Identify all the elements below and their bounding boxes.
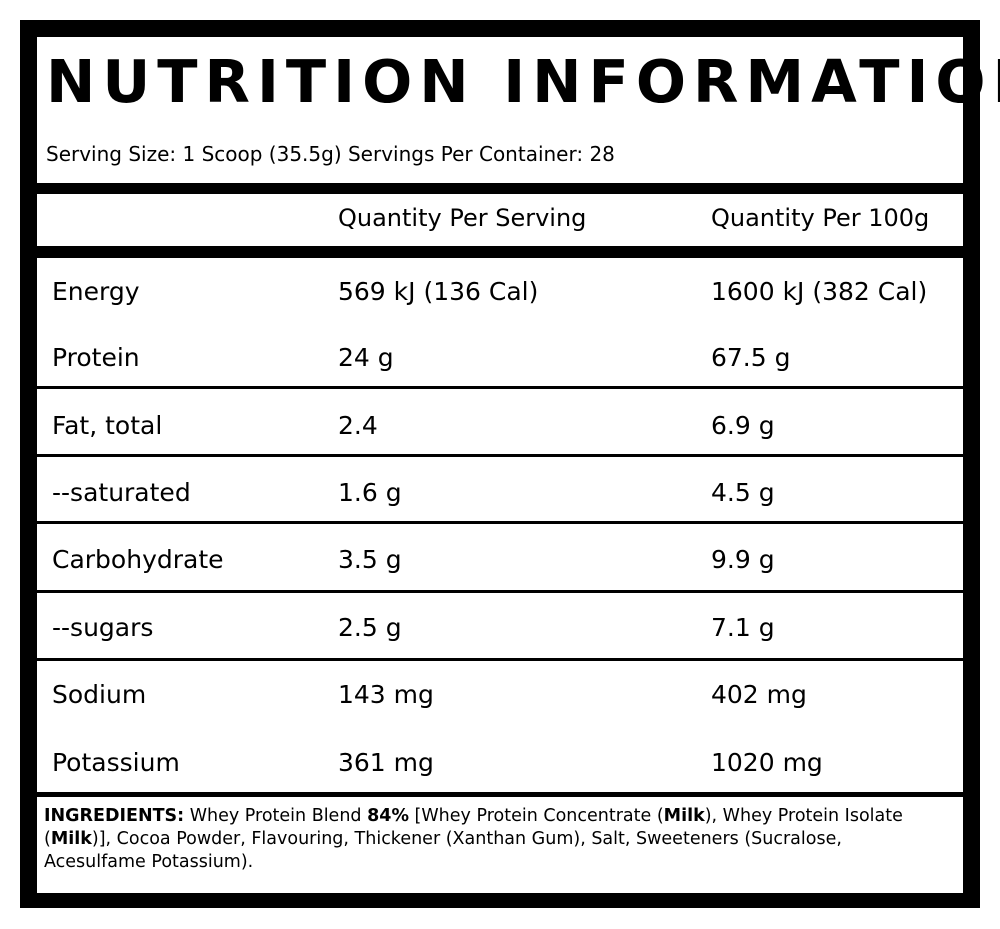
ingredients-text: INGREDIENTS: Whey Protein Blend 84% [Whe… xyxy=(44,806,903,872)
row-per-serving: 3.5 g xyxy=(338,545,402,574)
row-per-100g: 1600 kJ (382 Cal) xyxy=(711,277,928,306)
row-name: Potassium xyxy=(52,748,180,777)
row-name: --sugars xyxy=(52,613,154,642)
row-per-serving: 2.4 xyxy=(338,411,378,440)
header-per-100g: Quantity Per 100g xyxy=(711,204,930,232)
row-per-100g: 402 mg xyxy=(711,680,807,709)
row-name: Sodium xyxy=(52,680,147,709)
allergen-milk: Milk xyxy=(663,806,705,826)
row-per-100g: 67.5 g xyxy=(711,343,791,372)
row-per-serving: 361 mg xyxy=(338,748,434,777)
row-name: Protein xyxy=(52,343,140,372)
row-per-100g: 7.1 g xyxy=(711,613,775,642)
row-panel-carbohydrate xyxy=(37,524,963,590)
row-per-100g: 6.9 g xyxy=(711,411,775,440)
allergen-milk: Milk xyxy=(50,829,92,849)
row-per-serving: 569 kJ (136 Cal) xyxy=(338,277,539,306)
row-panel-sugars xyxy=(37,593,963,658)
row-panel-sodium-potassium xyxy=(37,661,963,792)
row-per-100g: 1020 mg xyxy=(711,748,823,777)
row-name: --saturated xyxy=(52,478,191,507)
ingredients-panel xyxy=(37,797,963,893)
row-panel-fat xyxy=(37,389,963,454)
serving-info: Serving Size: 1 Scoop (35.5g) Servings P… xyxy=(46,142,615,166)
row-per-serving: 143 mg xyxy=(338,680,434,709)
row-per-serving: 24 g xyxy=(338,343,394,372)
label-title: NUTRITION INFORMATION xyxy=(46,47,1000,116)
row-name: Carbohydrate xyxy=(52,545,224,574)
row-per-serving: 2.5 g xyxy=(338,613,402,642)
row-per-100g: 4.5 g xyxy=(711,478,775,507)
row-per-serving: 1.6 g xyxy=(338,478,402,507)
row-panel-energy-protein xyxy=(37,258,963,386)
row-name: Fat, total xyxy=(52,411,163,440)
row-panel-saturated xyxy=(37,457,963,521)
row-per-100g: 9.9 g xyxy=(711,545,775,574)
header-per-serving: Quantity Per Serving xyxy=(338,204,587,232)
ingredients-heading: INGREDIENTS: xyxy=(44,806,185,826)
header-panel xyxy=(37,194,963,246)
row-name: Energy xyxy=(52,277,140,306)
title-panel xyxy=(37,37,963,183)
